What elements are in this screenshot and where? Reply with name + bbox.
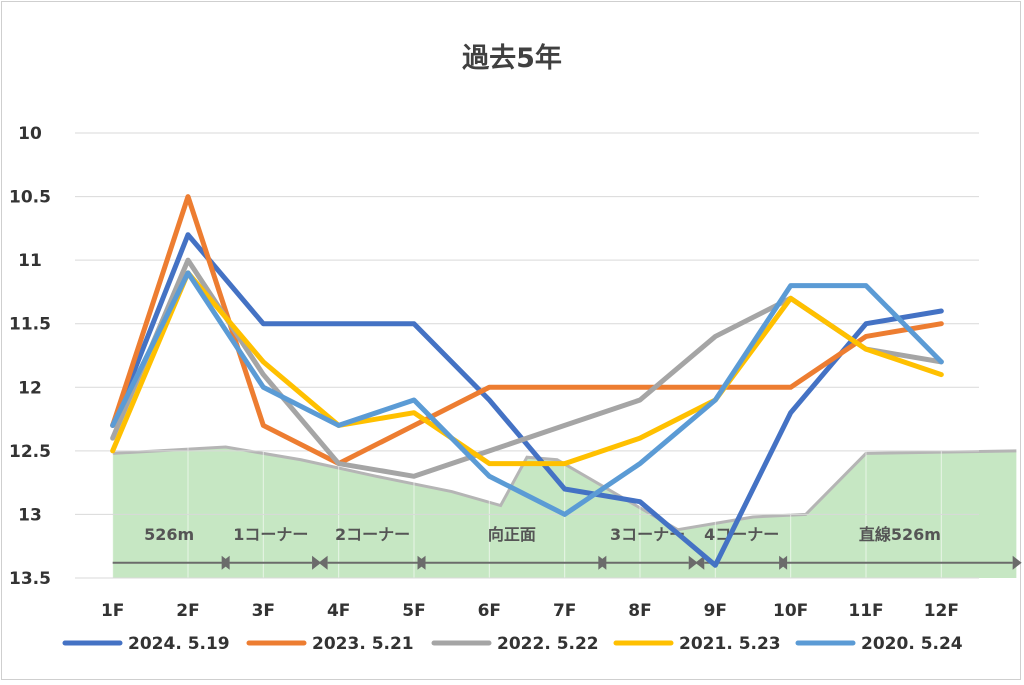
legend-label: 2024. 5.19 bbox=[128, 634, 230, 654]
legend-label: 2020. 5.24 bbox=[861, 634, 963, 654]
legend-label: 2023. 5.21 bbox=[312, 634, 414, 654]
section-label: 1コーナー bbox=[233, 525, 308, 544]
x-tick-label: 10F bbox=[773, 601, 808, 621]
section-arrow-head bbox=[688, 555, 698, 570]
x-tick-label: 4F bbox=[327, 601, 350, 621]
x-tick-label: 5F bbox=[402, 601, 425, 621]
section-label: 直線526m bbox=[859, 525, 941, 544]
section-arrow-tail bbox=[318, 555, 328, 570]
section-arrow-tail bbox=[695, 555, 705, 570]
legend-label: 2021. 5.23 bbox=[679, 634, 781, 654]
x-tick-label: 2F bbox=[176, 601, 199, 621]
x-axis-tick-labels: 1F 2F 3F 4F 5F 6F 7F 8F 9F 10F 11F 12F bbox=[101, 601, 959, 621]
section-arrow-tail bbox=[220, 555, 230, 570]
section-arrow-tail bbox=[778, 555, 788, 570]
x-tick-label: 11F bbox=[848, 601, 883, 621]
section-arrow-tail bbox=[416, 555, 426, 570]
section-arrow-head bbox=[312, 555, 322, 570]
x-tick-label: 8F bbox=[628, 601, 651, 621]
x-tick-label: 3F bbox=[252, 601, 275, 621]
legend-label: 2022. 5.22 bbox=[497, 634, 599, 654]
y-tick-label: 11 bbox=[18, 251, 42, 271]
section-label: 3コーナー bbox=[610, 525, 685, 544]
series-lines bbox=[110, 194, 944, 568]
x-tick-label: 1F bbox=[101, 601, 124, 621]
x-tick-label: 6F bbox=[478, 601, 501, 621]
y-tick-label: 13.5 bbox=[9, 569, 51, 589]
x-tick-label: 9F bbox=[704, 601, 727, 621]
y-tick-label: 10 bbox=[18, 124, 42, 144]
series-line bbox=[110, 194, 944, 467]
x-tick-label: 12F bbox=[924, 601, 959, 621]
y-tick-label: 10.5 bbox=[9, 188, 51, 208]
y-tick-label: 13 bbox=[18, 505, 42, 525]
series-line bbox=[110, 232, 944, 568]
section-label: 2コーナー bbox=[335, 525, 410, 544]
legend: 2024. 5.19 2023. 5.21 2022. 5.22 2021. 5.23… bbox=[62, 634, 963, 654]
section-label: 526m bbox=[144, 525, 194, 544]
section-arrow-head bbox=[1012, 555, 1022, 570]
x-tick-label: 7F bbox=[553, 601, 576, 621]
section-label: 向正面 bbox=[488, 525, 536, 544]
y-tick-label: 11.5 bbox=[9, 315, 51, 335]
series-line bbox=[110, 270, 944, 467]
y-tick-label: 12 bbox=[18, 378, 42, 398]
section-label: 4コーナー bbox=[704, 525, 779, 544]
chart-title: 過去5年 bbox=[462, 42, 562, 74]
y-tick-label: 12.5 bbox=[9, 442, 51, 462]
y-axis-tick-labels: 10 10.5 11 11.5 12 12.5 13 13.5 bbox=[9, 124, 51, 589]
section-arrow-tail bbox=[597, 555, 607, 570]
gridlines bbox=[75, 132, 979, 579]
series-line bbox=[110, 270, 944, 517]
